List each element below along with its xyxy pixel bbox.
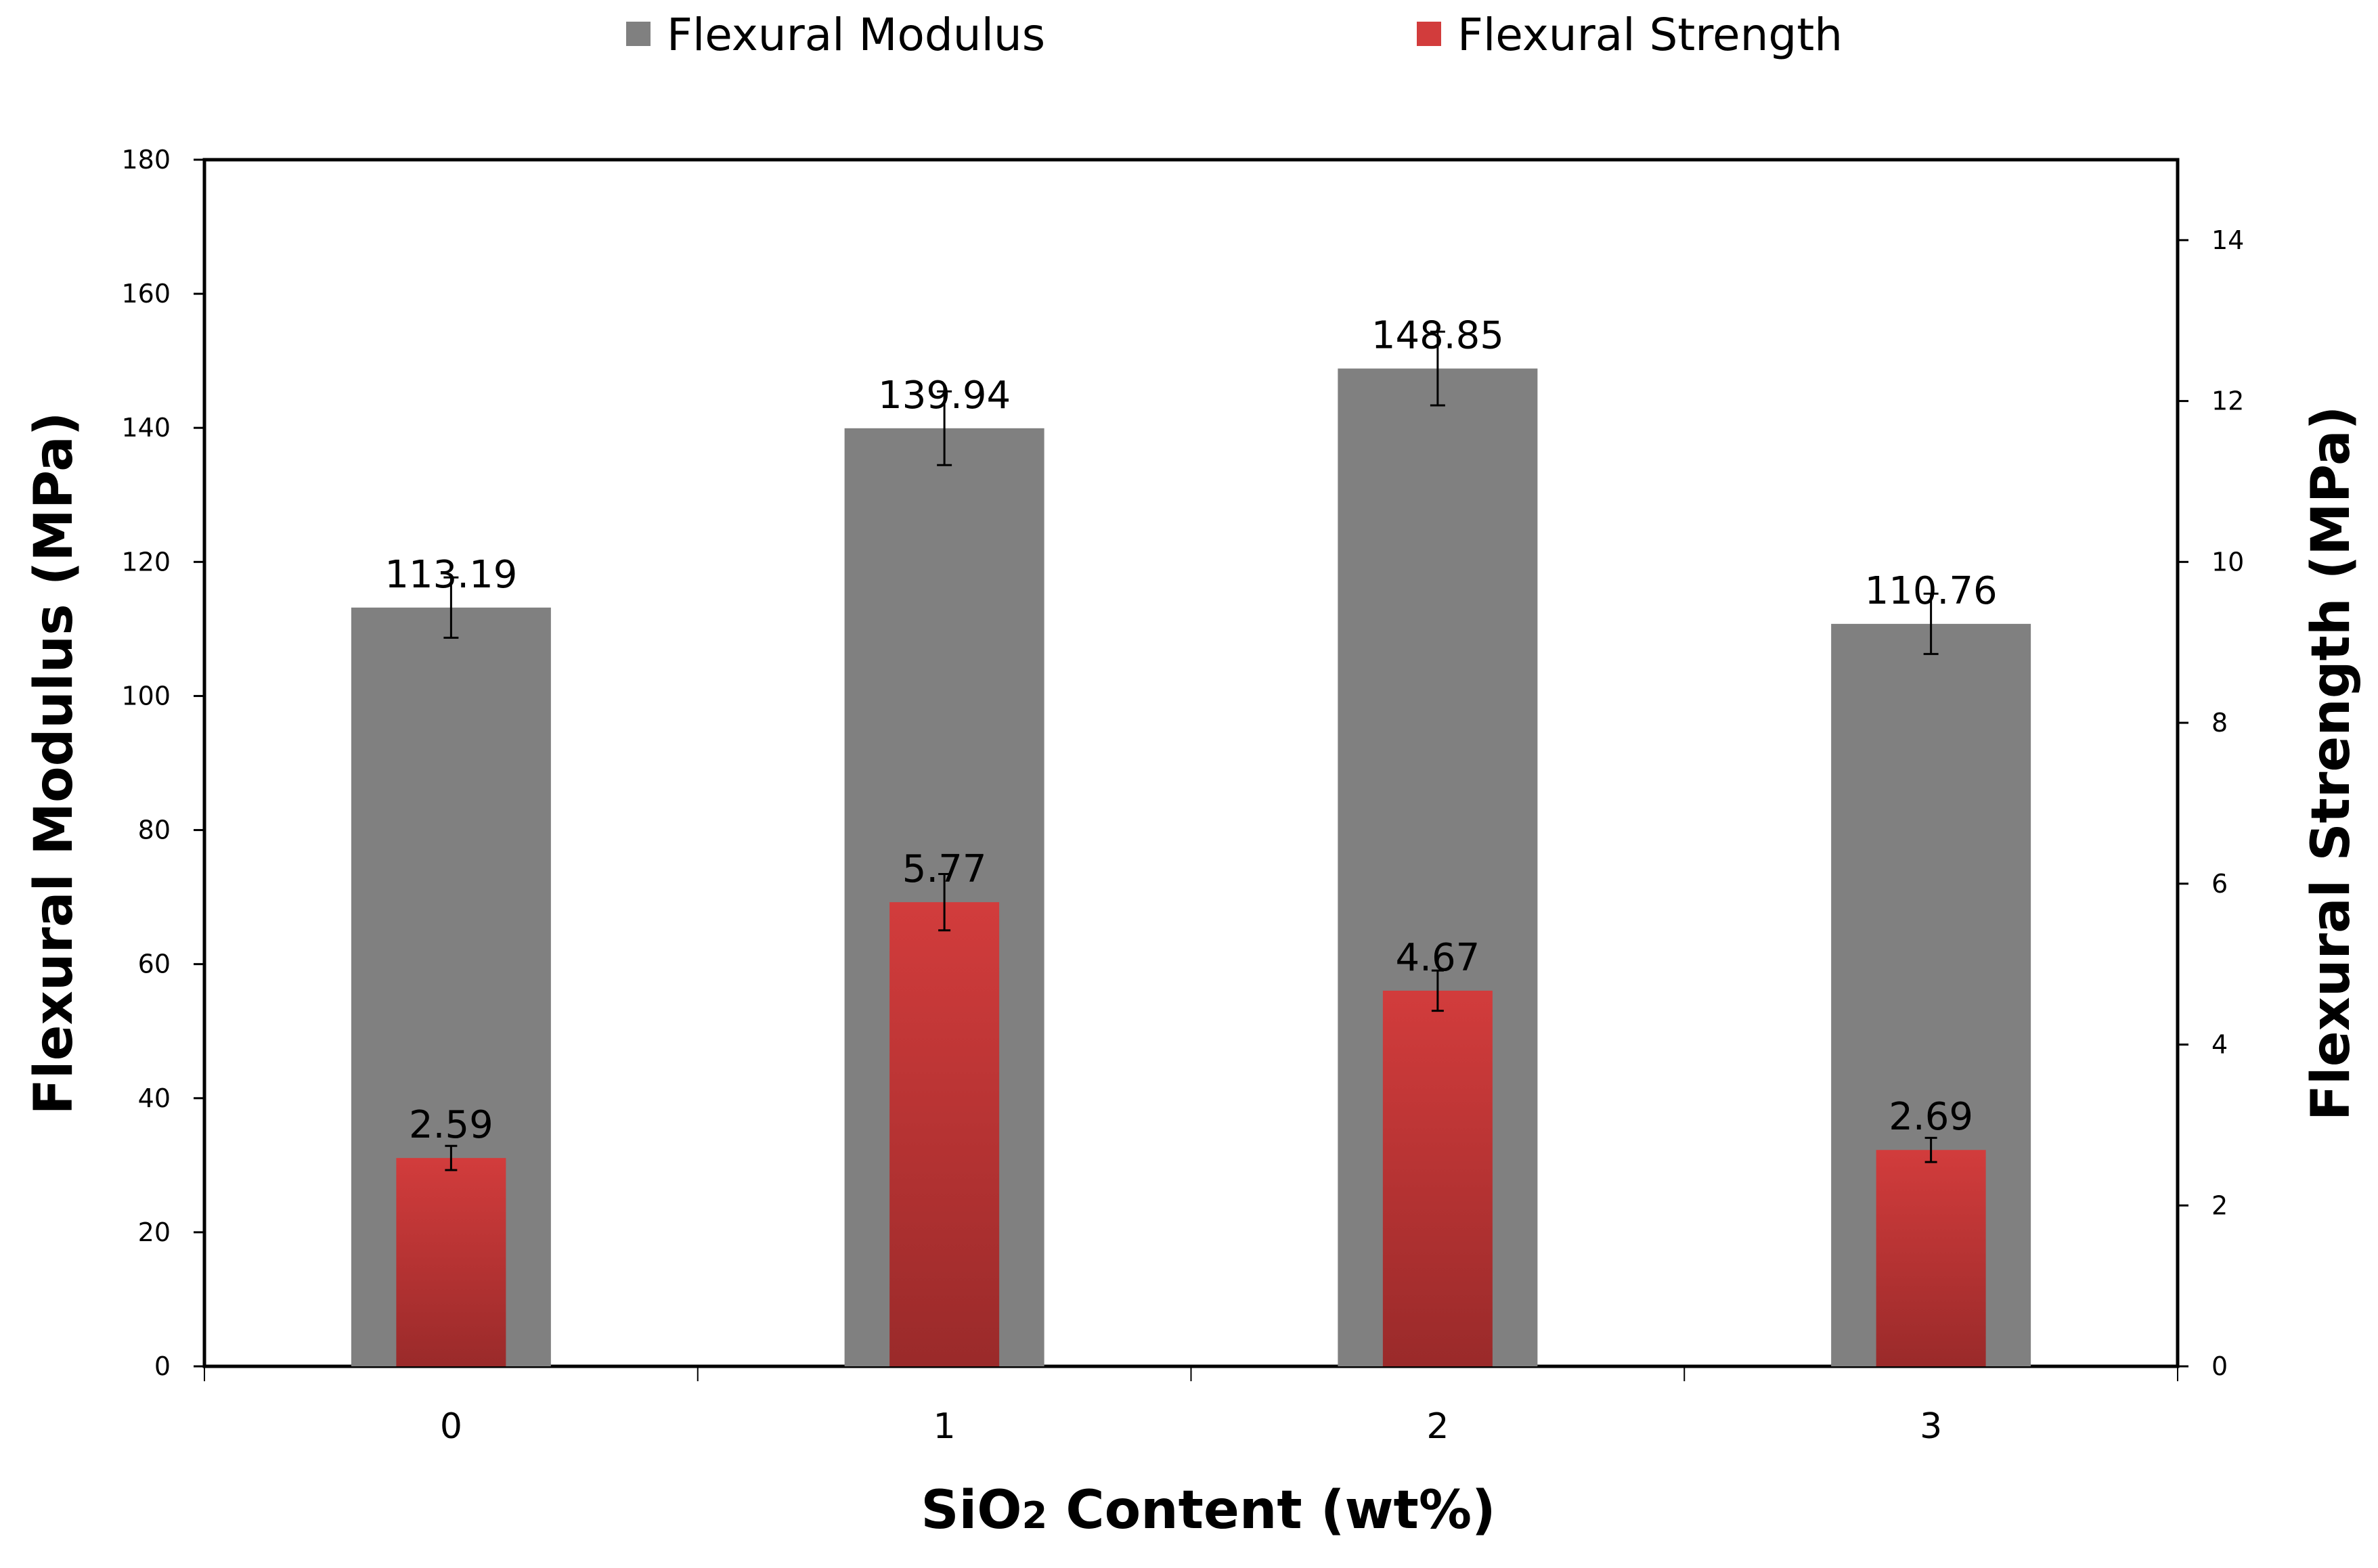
right-tick-label: 6 xyxy=(2211,869,2228,899)
right-tick-label: 8 xyxy=(2211,708,2228,738)
x-axis-title-subscript: 2 xyxy=(1022,1494,1048,1537)
right-tick-label: 4 xyxy=(2211,1030,2228,1060)
legend-swatch-flexural-modulus xyxy=(626,22,651,46)
right-tick-label: 14 xyxy=(2211,225,2244,255)
data-label-flexural-strength: 4.67 xyxy=(1396,936,1480,980)
bar-flexural-strength xyxy=(396,1158,506,1366)
legend-label-flexural-strength: Flexural Strength xyxy=(1457,9,1843,61)
data-label-flexural-modulus: 139.94 xyxy=(878,374,1011,418)
bar-flexural-strength xyxy=(889,902,1000,1366)
right-tick-label: 10 xyxy=(2211,547,2244,577)
left-tick-label: 120 xyxy=(121,547,171,577)
data-label-flexural-modulus: 148.85 xyxy=(1371,314,1504,358)
x-tick-label: 2 xyxy=(1426,1406,1449,1447)
data-label-flexural-strength: 5.77 xyxy=(902,847,987,891)
left-tick-label: 80 xyxy=(138,815,171,845)
y-axis-title: Flexural Modulus (MPa) xyxy=(24,412,85,1115)
data-label-flexural-strength: 2.69 xyxy=(1889,1095,1973,1139)
x-tick-label: 3 xyxy=(1920,1406,1942,1447)
y2-axis-title: Flexural Strength (MPa) xyxy=(2301,406,2362,1121)
right-tick-label: 12 xyxy=(2211,386,2244,416)
left-tick-label: 180 xyxy=(121,145,171,175)
data-label-flexural-strength: 2.59 xyxy=(409,1103,493,1147)
left-tick-label: 60 xyxy=(138,949,171,979)
right-tick-label: 2 xyxy=(2211,1190,2228,1220)
right-tick-label: 0 xyxy=(2211,1351,2228,1381)
x-axis-title-rest: Content (wt%) xyxy=(1047,1480,1495,1541)
left-tick-label: 140 xyxy=(121,413,171,443)
legend-label-flexural-modulus: Flexural Modulus xyxy=(667,9,1045,61)
legend: Flexural Modulus Flexural Strength xyxy=(626,9,1843,61)
x-axis-title-main: SiO xyxy=(921,1480,1021,1541)
x-tick-label: 1 xyxy=(933,1406,956,1447)
x-axis: 0 1 2 3 xyxy=(204,1366,2178,1447)
series-flexural-modulus: 113.19 139.94 148.85 110.76 xyxy=(351,314,2031,1367)
legend-swatch-flexural-strength xyxy=(1417,22,1441,46)
data-label-flexural-modulus: 110.76 xyxy=(1865,569,1998,613)
data-label-flexural-modulus: 113.19 xyxy=(384,553,517,597)
left-tick-label: 100 xyxy=(121,681,171,711)
left-tick-label: 20 xyxy=(138,1217,171,1247)
x-tick-label: 0 xyxy=(440,1406,462,1447)
left-tick-label: 160 xyxy=(121,279,171,309)
bar-flexural-strength xyxy=(1382,990,1493,1366)
left-tick-label: 0 xyxy=(154,1351,171,1381)
bar-flexural-strength xyxy=(1876,1150,1986,1366)
right-y-axis: 0 2 4 6 8 10 12 14 xyxy=(2178,225,2244,1381)
series-flexural-strength: 2.59 5.77 4.67 2.69 xyxy=(396,847,1986,1366)
left-tick-label: 40 xyxy=(138,1083,171,1113)
x-axis-title: SiO2 Content (wt%) xyxy=(921,1480,1495,1541)
left-y-axis: 0 20 40 60 80 100 120 140 160 180 xyxy=(121,145,204,1381)
